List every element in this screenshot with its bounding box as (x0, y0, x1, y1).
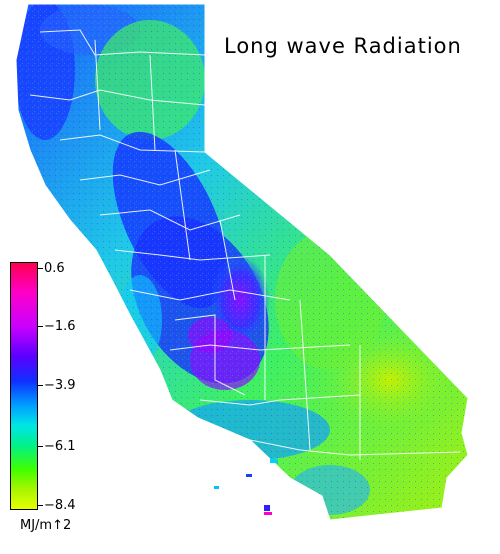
legend-units: MJ/m↑2 (20, 518, 72, 533)
legend-label: −6.1 (44, 439, 76, 454)
legend-tick (38, 446, 43, 447)
legend-tick (38, 326, 43, 327)
color-scale-bar (10, 262, 38, 510)
channel-islands (214, 459, 278, 515)
legend-label: −1.6 (44, 319, 76, 334)
map-title: Long wave Radiation (224, 34, 462, 58)
legend-tick (38, 505, 43, 506)
legend-label: −3.9 (44, 378, 76, 393)
legend-label-min: −8.4 (44, 498, 76, 513)
legend-tick (38, 268, 43, 269)
legend-label-max: 0.6 (44, 261, 65, 276)
legend-tick (38, 385, 43, 386)
